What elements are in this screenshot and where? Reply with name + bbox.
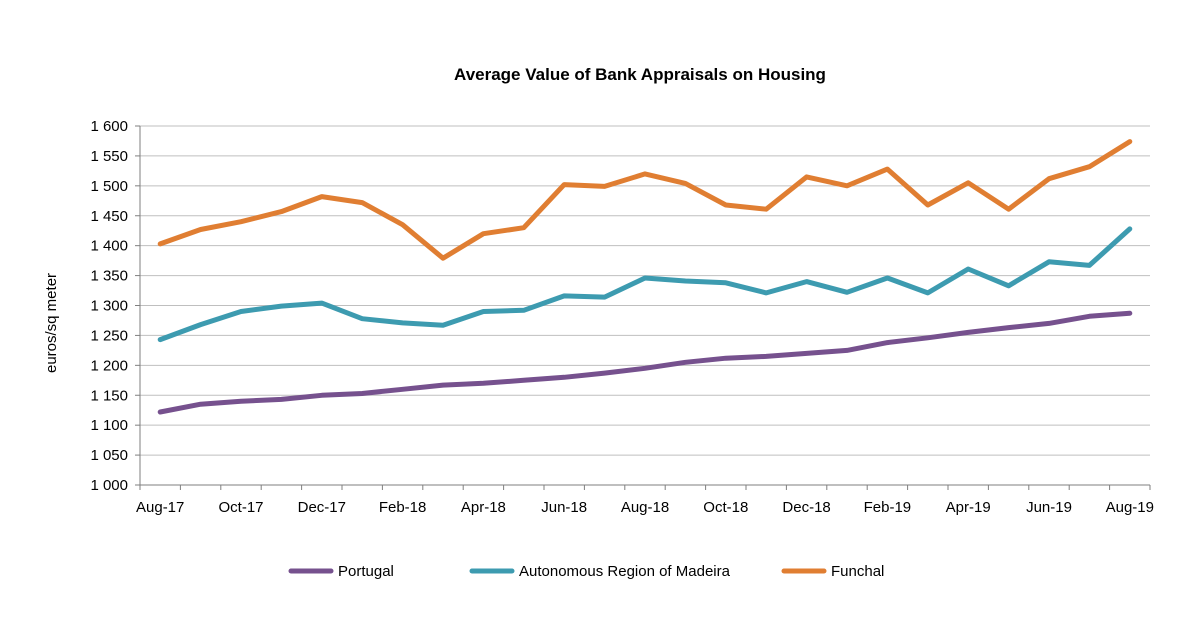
y-tick-label: 1 050 (90, 447, 128, 464)
legend-label: Funchal (831, 563, 884, 580)
x-axis-ticks: Aug-17 Oct-17 Dec-17 Feb-18 Apr-18 Jun-18 Aug-… (136, 485, 1154, 516)
x-tick-label: Dec-17 (298, 499, 346, 516)
y-tick-label: 1 550 (90, 148, 128, 165)
x-tick-label: Dec-18 (782, 499, 830, 516)
x-tick-label: Apr-18 (461, 499, 506, 516)
y-tick-label: 1 500 (90, 178, 128, 195)
series-line (157, 226, 1133, 343)
y-tick-label: 1 400 (90, 238, 128, 255)
y-tick-label: 1 250 (90, 327, 128, 344)
x-tick-label: Aug-17 (136, 499, 184, 516)
x-tick-label: Feb-19 (864, 499, 912, 516)
x-tick-label: Jun-18 (541, 499, 587, 516)
x-tick-label: Oct-17 (218, 499, 263, 516)
y-tick-label: 1 350 (90, 268, 128, 285)
legend: Portugal Autonomous Region of Madeira Func… (288, 563, 884, 580)
chart-title: Average Value of Bank Appraisals on Hous… (454, 65, 826, 84)
y-tick-label: 1 450 (90, 208, 128, 225)
y-tick-label: 1 000 (90, 477, 128, 494)
legend-label: Portugal (338, 563, 394, 580)
series-lines (157, 139, 1133, 415)
x-tick-label: Oct-18 (703, 499, 748, 516)
x-tick-label: Aug-19 (1106, 499, 1154, 516)
series-line (157, 310, 1133, 415)
y-tick-label: 1 300 (90, 298, 128, 315)
y-tick-label: 1 100 (90, 417, 128, 434)
y-tick-label: 1 150 (90, 387, 128, 404)
x-tick-label: Feb-18 (379, 499, 427, 516)
y-axis-title: euros/sq meter (43, 273, 60, 373)
y-tick-label: 1 200 (90, 357, 128, 374)
x-tick-label: Aug-18 (621, 499, 669, 516)
legend-label: Autonomous Region of Madeira (519, 563, 731, 580)
x-tick-label: Jun-19 (1026, 499, 1072, 516)
y-axis-ticks: 1 000 1 050 1 100 1 150 1 200 1 250 1 300 1 350… (90, 118, 140, 494)
x-tick-label: Apr-19 (946, 499, 991, 516)
y-tick-label: 1 600 (90, 118, 128, 135)
series-line (157, 139, 1133, 261)
